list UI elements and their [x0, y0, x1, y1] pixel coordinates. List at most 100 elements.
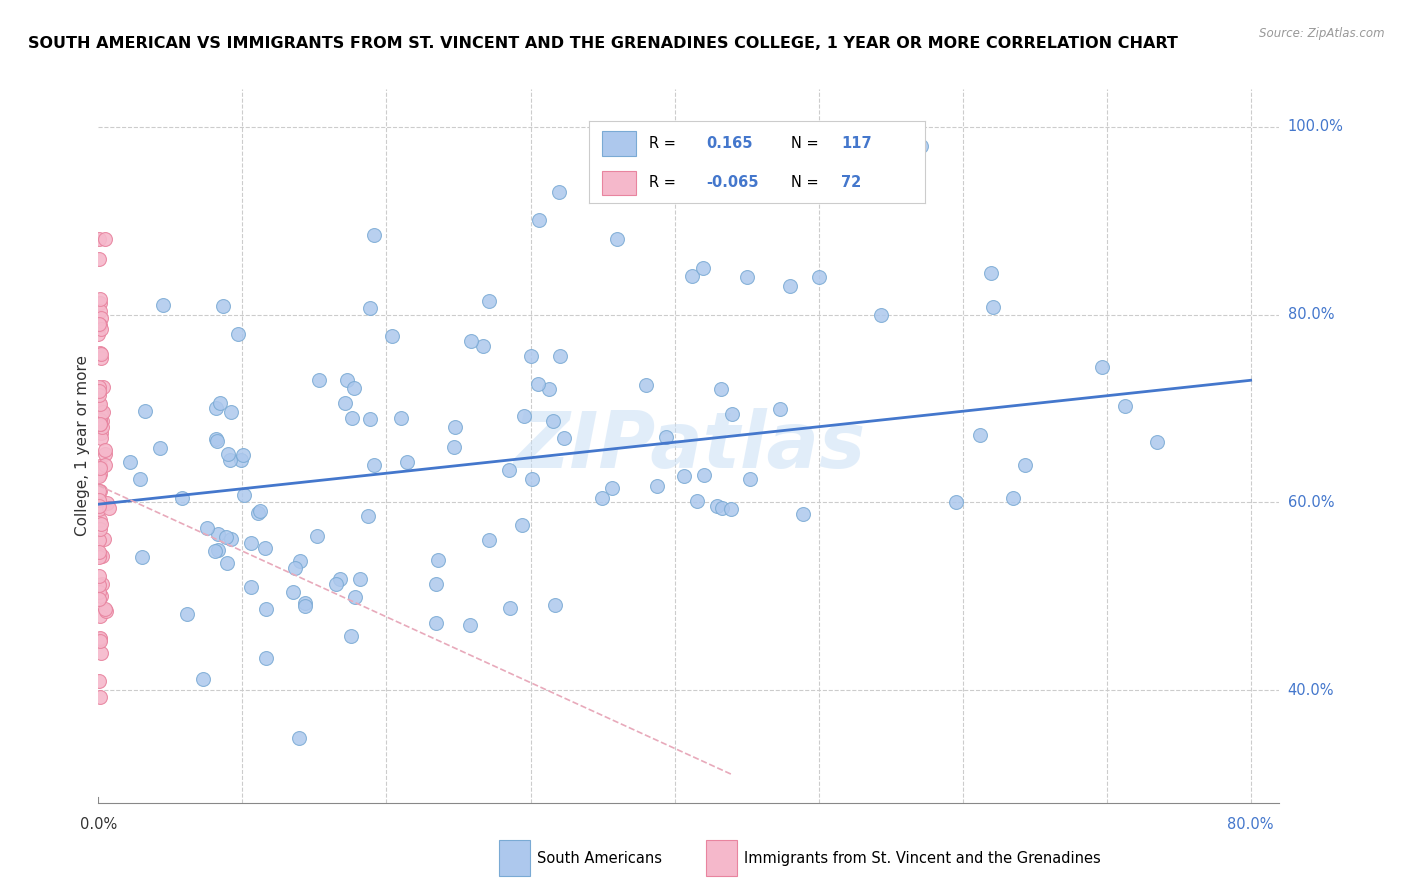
Point — [340, 410, 363, 425]
Point — [89, 633, 111, 648]
Point — [969, 428, 991, 442]
Point — [91, 380, 114, 394]
Point — [89, 632, 111, 646]
Point — [792, 507, 814, 521]
Point — [87, 380, 110, 394]
Point — [343, 381, 366, 395]
Point — [478, 293, 501, 308]
Point — [308, 373, 330, 387]
Point — [89, 461, 111, 475]
Point — [381, 328, 404, 343]
Point — [426, 553, 449, 567]
Point — [90, 577, 112, 591]
Point — [357, 509, 380, 524]
Point — [96, 495, 118, 509]
Text: South Americans: South Americans — [537, 851, 662, 865]
Point — [90, 347, 112, 361]
Point — [91, 414, 114, 428]
Point — [294, 596, 316, 610]
Text: 60.0%: 60.0% — [1288, 495, 1334, 510]
Point — [90, 426, 112, 441]
Point — [94, 601, 117, 615]
Point — [1091, 360, 1114, 375]
Point — [90, 549, 112, 563]
Point — [328, 573, 350, 587]
Point — [395, 454, 418, 468]
Point — [544, 598, 567, 612]
Point — [287, 731, 309, 745]
Point — [498, 462, 520, 476]
Point — [363, 228, 385, 243]
Point — [425, 577, 447, 591]
Point — [460, 334, 482, 348]
Point — [305, 529, 328, 543]
Point — [89, 351, 111, 365]
Point — [91, 419, 114, 434]
Point — [444, 420, 467, 434]
Point — [89, 631, 111, 645]
Point — [89, 608, 111, 623]
Point — [692, 260, 714, 275]
Point — [90, 321, 112, 335]
Point — [90, 311, 112, 326]
Point — [89, 467, 111, 481]
Point — [129, 472, 152, 486]
Point — [217, 556, 239, 570]
Point — [87, 388, 110, 402]
Point — [87, 549, 110, 564]
Point — [87, 578, 110, 592]
Point — [513, 409, 536, 423]
Point — [90, 517, 112, 532]
Point — [283, 561, 305, 575]
Point — [87, 396, 110, 410]
Point — [87, 469, 110, 483]
Point — [172, 491, 194, 506]
Point — [720, 502, 742, 516]
Point — [349, 572, 371, 586]
Point — [87, 500, 110, 514]
Point — [89, 232, 111, 246]
Point — [526, 376, 548, 391]
Point — [87, 502, 110, 516]
Point — [359, 411, 381, 425]
Point — [89, 545, 111, 559]
Point — [527, 213, 550, 227]
Point — [211, 299, 233, 313]
Y-axis label: College, 1 year or more: College, 1 year or more — [75, 356, 90, 536]
Point — [219, 405, 242, 419]
Point — [226, 326, 249, 341]
Point — [779, 279, 801, 293]
Point — [195, 521, 218, 535]
Point — [87, 327, 110, 342]
Point — [87, 412, 110, 426]
Point — [89, 578, 111, 592]
Point — [710, 500, 733, 515]
Point — [93, 532, 115, 546]
Point — [1002, 491, 1025, 506]
Point — [89, 458, 111, 473]
Text: Immigrants from St. Vincent and the Grenadines: Immigrants from St. Vincent and the Gren… — [744, 851, 1101, 865]
Point — [1114, 399, 1136, 413]
Point — [471, 339, 494, 353]
Point — [710, 383, 733, 397]
Point — [294, 599, 316, 613]
Point — [89, 417, 111, 432]
Point — [219, 452, 242, 467]
Point — [520, 472, 543, 486]
Point — [90, 589, 112, 603]
Point — [89, 493, 111, 508]
Point — [510, 518, 533, 533]
Point — [91, 405, 114, 419]
Point — [553, 431, 575, 445]
Point — [721, 407, 744, 421]
Text: 80.0%: 80.0% — [1288, 307, 1334, 322]
Point — [89, 690, 111, 704]
Point — [240, 536, 263, 550]
Point — [254, 651, 277, 665]
Point — [217, 447, 239, 461]
Point — [240, 580, 263, 594]
Point — [550, 349, 572, 363]
Point — [325, 576, 347, 591]
Point — [389, 411, 412, 425]
Point — [98, 501, 121, 516]
